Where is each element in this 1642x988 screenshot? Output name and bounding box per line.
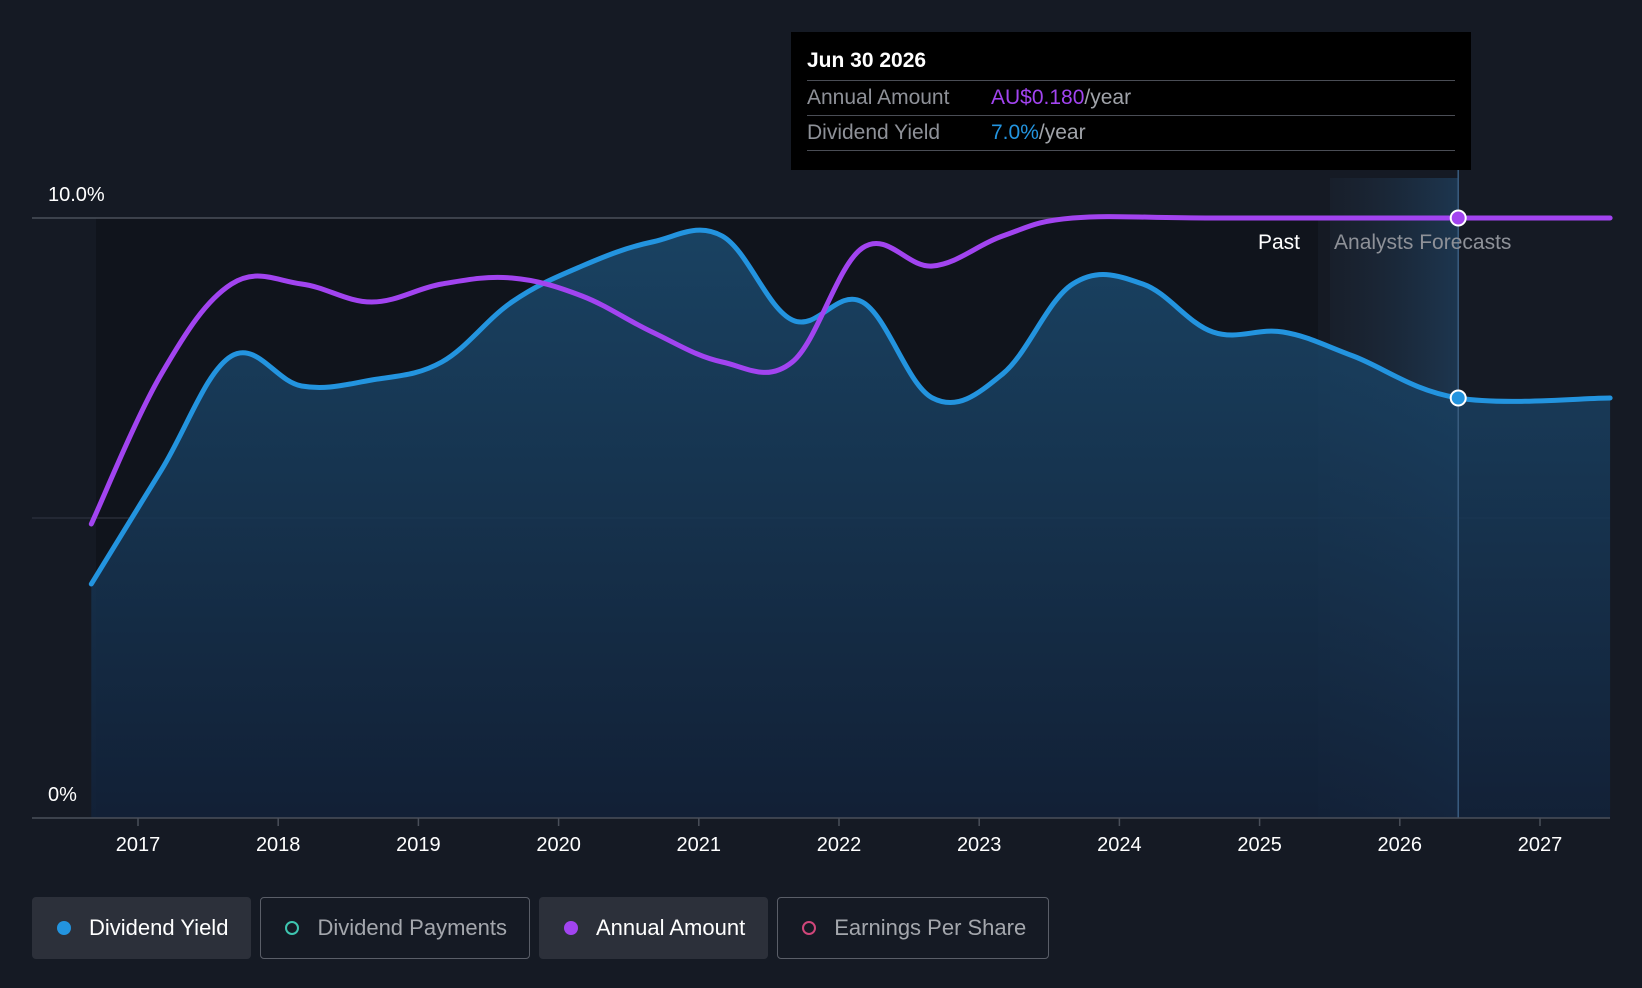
y-tick-label-bottom: 0% xyxy=(48,784,77,806)
tooltip-annual-amount-unit: /year xyxy=(1084,86,1132,109)
dividend-yield-dot-icon xyxy=(57,921,71,935)
tooltip-row-annual-amount: Annual Amount AU$0.180/year xyxy=(807,80,1455,115)
tooltip-annual-amount-value: AU$0.180 xyxy=(991,86,1085,109)
legend-annual-amount-label: Annual Amount xyxy=(595,915,746,940)
legend-dividend-yield-label: Dividend Yield xyxy=(89,915,229,940)
x-tick-label-2021: 2021 xyxy=(677,834,722,856)
tooltip-annual-amount-label: Annual Amount xyxy=(807,86,950,109)
dividend-yield-line xyxy=(88,227,1613,587)
legend-earnings-per-share-label: Earnings Per Share xyxy=(834,915,1027,940)
x-tick-label-2024: 2024 xyxy=(1097,834,1142,856)
earnings-per-share-ring-icon xyxy=(802,921,817,935)
x-tick-label-2020: 2020 xyxy=(536,834,581,856)
dividend-yield-highlight-point xyxy=(1449,389,1467,407)
x-tick-label-2027: 2027 xyxy=(1518,834,1563,856)
legend-annual-amount-button[interactable]: Annual Amount xyxy=(538,897,769,959)
tooltip-dividend-yield-label: Dividend Yield xyxy=(807,121,941,144)
x-tick-label-2019: 2019 xyxy=(396,834,441,856)
legend-dividend-yield-button[interactable]: Dividend Yield xyxy=(32,897,252,959)
legend-dividend-payments-button[interactable]: Dividend Payments xyxy=(260,897,530,959)
x-tick-label-2017: 2017 xyxy=(116,834,161,856)
legend-dividend-payments-label: Dividend Payments xyxy=(317,915,507,940)
analysts-forecasts-label: Analysts Forecasts xyxy=(1334,231,1511,254)
legend-earnings-per-share-button[interactable]: Earnings Per Share xyxy=(777,897,1050,959)
tooltip-dividend-yield-unit: /year xyxy=(1038,121,1086,144)
x-tick-label-2026: 2026 xyxy=(1378,834,1423,856)
chart-legend: Dividend Yield Dividend Payments Annual … xyxy=(32,897,1050,959)
tooltip-dividend-yield-value: 7.0% xyxy=(991,121,1039,144)
annual-amount-line xyxy=(88,214,1613,527)
annual-amount-highlight-point xyxy=(1449,209,1467,227)
dividend-yield-area xyxy=(91,230,1611,818)
x-tick-label-2022: 2022 xyxy=(817,834,862,856)
x-tick-label-2025: 2025 xyxy=(1237,834,1282,856)
dividend-payments-ring-icon xyxy=(285,921,300,935)
annual-amount-dot-icon xyxy=(563,921,578,935)
tooltip-row-dividend-yield: Dividend Yield 7.0%/year xyxy=(807,115,1455,151)
chart-tooltip: Jun 30 2026 Annual Amount AU$0.180/year … xyxy=(791,32,1471,170)
x-tick-label-2023: 2023 xyxy=(957,834,1002,856)
y-tick-label-top: 10.0% xyxy=(48,184,105,206)
past-label: Past xyxy=(1258,231,1300,254)
tooltip-date: Jun 30 2026 xyxy=(807,49,927,72)
x-tick-label-2018: 2018 xyxy=(256,834,301,856)
